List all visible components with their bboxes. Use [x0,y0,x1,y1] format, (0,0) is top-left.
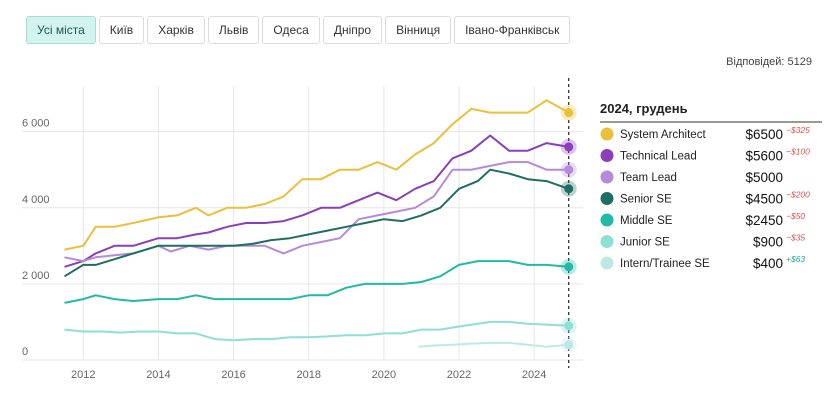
legend-value-2: $5000 [745,170,783,185]
legend-name-4: Middle SE [620,215,673,227]
legend-value-3: $4500 [745,192,783,207]
legend-value-4: $2450 [745,213,783,228]
legend-delta-5: −$35 [786,233,805,243]
endpoint-dot-2 [564,165,574,175]
endpoint-dot-0 [564,108,574,118]
endpoint-dot-4 [564,262,574,272]
series-line-0 [64,99,570,251]
legend-swatch-1 [600,149,614,162]
legend-value-1: $5600 [745,149,783,164]
legend-name-5: Junior SE [620,237,670,249]
y-tick-label: 0 [22,346,28,358]
salary-chart: 2012 2014 2016 2018 2020 2022 2024 0 2 000 4 000 6… [0,70,834,414]
endpoint-dot-1 [564,142,574,152]
legend-delta-3: −$200 [786,190,810,200]
x-tick-label: 2014 [146,369,170,381]
endpoint-dot-5 [564,321,574,331]
city-tabs: Усі міста Київ Харків Львів Одеса Дніпро Вінни… [26,16,573,44]
series-line-4 [64,260,569,304]
endpoint-dot-6 [564,340,574,350]
series-line-6 [418,341,569,348]
y-tick-label: 4 000 [22,194,50,206]
legend-swatch-2 [600,170,614,184]
x-tick-label: 2016 [221,369,245,381]
tab-city-5[interactable]: Дніпро [322,16,383,44]
respondents-count: Відповідей: 5129 [726,56,812,68]
legend-title: 2024, грудень [600,101,688,116]
legend-name-2: Team Lead [620,172,677,184]
y-tick-label: 6 000 [22,118,50,130]
x-tick-label: 2018 [296,369,320,381]
tab-city-0[interactable]: Усі міста [26,16,96,44]
legend-swatch-5 [600,235,614,248]
legend-delta-1: −$100 [786,147,810,157]
legend-swatch-3 [600,192,614,205]
legend-value-5: $900 [753,235,783,250]
y-tick-label: 2 000 [22,270,50,282]
series-line-2 [64,161,569,263]
legend-swatch-0 [600,127,614,141]
legend-name-0: System Architect [620,129,706,141]
series-line-3 [63,168,570,278]
x-tick-label: 2024 [522,369,546,381]
tab-city-2[interactable]: Харків [147,16,205,44]
tab-city-7[interactable]: Івано-Франківськ [454,16,571,44]
x-tick-label: 2020 [372,369,396,381]
legend-name-1: Technical Lead [620,151,697,163]
legend-delta-0: −$325 [786,125,810,135]
legend-swatch-4 [600,213,614,227]
legend-value-6: $400 [753,256,783,271]
tab-city-4[interactable]: Одеса [262,16,320,44]
x-tick-label: 2022 [447,369,471,381]
legend-name-6: Intern/Trainee SE [620,258,710,270]
legend-value-0: $6500 [745,127,783,142]
legend-name-3: Senior SE [620,194,672,206]
tab-city-3[interactable]: Львів [207,16,260,44]
x-tick-label: 2012 [71,369,95,381]
legend-delta-4: −$50 [786,211,805,221]
endpoint-dot-3 [564,184,574,194]
tab-city-1[interactable]: Київ [98,16,145,44]
legend-delta-6: +$63 [786,254,805,264]
series-line-1 [64,134,569,268]
legend-swatch-6 [600,256,614,270]
series-line-5 [64,320,569,342]
line-chart: 2012 2014 2016 2018 2020 2022 2024 0 2 000 4 000 6… [22,78,822,381]
tab-city-6[interactable]: Вінниця [385,16,452,44]
